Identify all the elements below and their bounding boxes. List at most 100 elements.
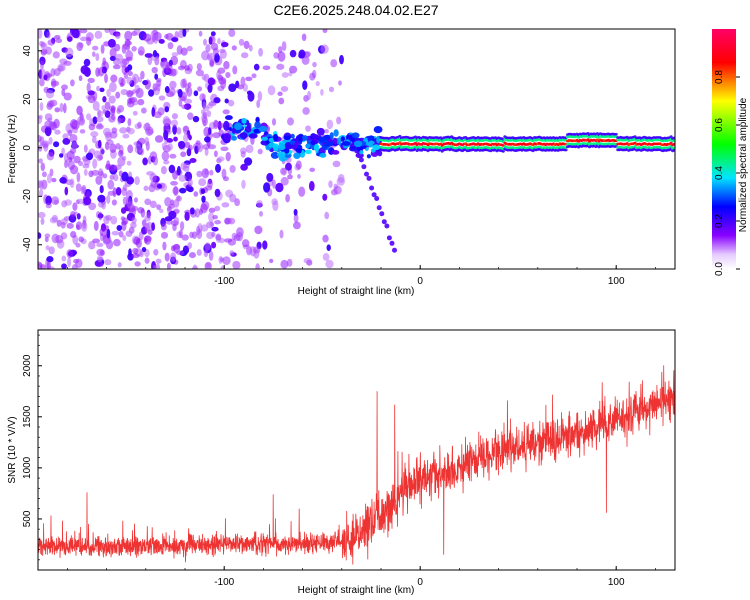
spectrogram-cell — [239, 132, 248, 139]
spectrogram-cell — [116, 108, 121, 114]
spectrogram-cell — [160, 231, 169, 239]
spectrogram-cell — [263, 182, 271, 193]
spectrogram-cell — [231, 127, 236, 134]
spectrogram-cell — [302, 135, 308, 141]
spectrogram-cell — [324, 141, 334, 147]
spectrogram-cell — [143, 235, 152, 242]
spectrogram-x-tick-label: 0 — [417, 276, 423, 287]
spectrogram-cell — [353, 140, 363, 148]
spectrogram-cell — [133, 236, 141, 245]
spectrogram-cell — [198, 178, 207, 187]
spectrogram-cell — [61, 147, 65, 155]
spectrogram-cell — [205, 44, 211, 53]
spectrogram-cell — [58, 153, 64, 158]
spectrogram-cell — [240, 76, 246, 87]
spectrogram-cell — [71, 29, 80, 39]
spectrogram-cell — [40, 264, 47, 269]
colorbar — [712, 29, 736, 269]
spectrogram-cell — [92, 45, 99, 51]
spectrogram-cell — [134, 261, 141, 267]
spectrogram-cell — [38, 180, 45, 190]
spectrogram-cell — [211, 241, 217, 249]
spectrogram-cell — [97, 194, 106, 203]
spectrogram-cell — [153, 248, 159, 256]
spectrogram-cell — [120, 77, 126, 87]
spectrogram-cell — [273, 52, 280, 59]
spectrogram-cell — [209, 169, 214, 176]
spectrogram-cell — [366, 154, 372, 159]
spectrogram-cell — [202, 144, 211, 150]
spectrogram-cell — [72, 202, 78, 211]
spectrogram-cell — [253, 63, 260, 71]
spectrogram-cell — [110, 74, 118, 83]
spectrogram-cell — [179, 221, 185, 231]
spectrogram-cell — [104, 73, 108, 84]
spectrogram-cell — [49, 216, 58, 224]
spectrogram-cell — [208, 207, 216, 213]
spectrogram-cell — [219, 122, 225, 128]
spectrogram-cell — [243, 40, 250, 50]
spectrogram-cell — [55, 38, 63, 44]
spectrogram-cell — [171, 52, 179, 57]
spectrogram-cell — [248, 44, 253, 52]
spectrogram-cell — [133, 197, 139, 203]
spectrogram-cell — [154, 73, 159, 80]
spectrogram-cell — [52, 51, 60, 59]
spectrogram-cell — [202, 119, 207, 127]
spectrogram-cell — [287, 174, 293, 180]
spectrogram-cell — [115, 32, 121, 39]
spectrogram-x-axis-label: Height of straight line (km) — [298, 286, 415, 297]
spectrogram-cell — [127, 91, 135, 96]
spectrogram-cell — [672, 146, 675, 149]
colorbar-label: Normalized spectral amplitude — [738, 97, 749, 232]
spectrogram-cell — [45, 202, 52, 209]
spectrogram-cell — [204, 242, 211, 251]
spectrogram-cell — [99, 227, 108, 237]
spectrogram-cell — [178, 140, 186, 149]
spectrogram-cell — [213, 150, 218, 158]
spectrogram-cell — [269, 258, 274, 264]
spectrogram-cell — [47, 39, 55, 46]
spectrogram-cell — [318, 136, 327, 143]
spectrogram-cell — [191, 266, 199, 269]
spectrogram-cell — [280, 85, 289, 92]
spectrogram-cell — [297, 173, 301, 179]
spectrogram-cell — [48, 136, 53, 145]
spectrogram-cell — [162, 116, 170, 127]
spectrogram-cell — [156, 183, 163, 189]
spectrogram-cell — [180, 47, 188, 56]
spectrogram-cell — [87, 77, 95, 84]
spectrogram-cell — [223, 120, 230, 131]
spectrogram-cell — [144, 53, 153, 58]
spectrogram-cell — [199, 208, 204, 215]
spectrogram-cell — [127, 127, 135, 135]
spectrogram-cell — [78, 75, 83, 82]
spectrogram-cell — [281, 41, 287, 52]
spectrogram-cell — [44, 126, 52, 137]
spectrogram-cell — [228, 83, 237, 93]
spectrogram-cell — [47, 100, 55, 108]
spectrogram-cell — [286, 258, 293, 267]
spectrogram-cell — [320, 44, 329, 54]
spectrogram-cell — [219, 48, 226, 54]
spectrogram-cell — [43, 86, 50, 94]
spectrogram-cell — [131, 205, 139, 212]
spectrogram-cell — [268, 137, 275, 143]
spectrogram-cell — [295, 160, 302, 170]
spectrogram-cell — [148, 89, 155, 97]
spectrogram-cell — [206, 231, 215, 240]
spectrogram-cell — [207, 84, 213, 93]
spectrogram-cell — [192, 115, 200, 123]
spectrogram-cell — [53, 118, 60, 129]
spectrogram-cell — [75, 198, 85, 204]
spectrogram-cell — [298, 186, 306, 197]
spectrogram-cell — [169, 87, 176, 97]
spectrogram-cell — [109, 81, 117, 93]
spectrogram-cell — [169, 153, 177, 159]
spectrogram-cell — [76, 172, 81, 183]
spectrogram-cell — [100, 170, 104, 179]
spectrogram-cell — [149, 151, 158, 161]
spectrogram-cell — [70, 210, 76, 218]
spectrogram-cell — [38, 135, 42, 143]
spectrogram-cell — [44, 236, 49, 243]
